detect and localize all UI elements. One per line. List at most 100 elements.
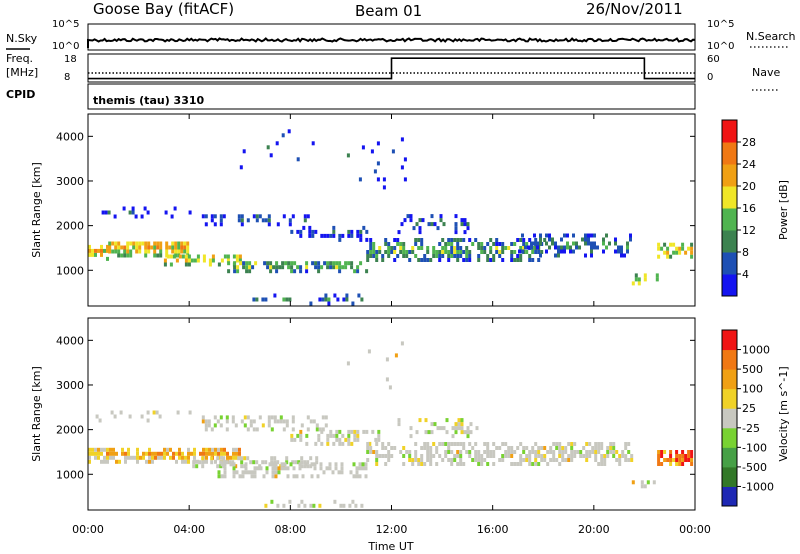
velocity-cell (198, 460, 202, 465)
velocity-cell (657, 462, 661, 466)
velocity-cell (313, 466, 317, 471)
power-cell (366, 258, 370, 262)
power-cell (153, 253, 157, 258)
velocity-colorbar-tick-label: 100 (742, 383, 763, 396)
velocity-colorbar-tick-label: -100 (742, 441, 767, 454)
power-cell (284, 261, 288, 266)
power-cell (531, 250, 535, 254)
velocity-cell (427, 430, 431, 435)
power-cell (378, 246, 382, 250)
velocity-cell (268, 462, 272, 467)
velocity-cell (552, 454, 556, 458)
power-cell (663, 250, 667, 255)
power-cell (219, 218, 223, 223)
power-cell (104, 210, 108, 215)
power-cell (581, 237, 584, 242)
power-cell (614, 241, 617, 246)
velocity-cell (522, 450, 526, 454)
velocity-cell (289, 462, 293, 467)
power-cell (518, 249, 521, 254)
power-cell (399, 246, 403, 250)
power-cell (208, 262, 212, 267)
power-cell (245, 269, 249, 274)
power-cell (346, 153, 350, 158)
power-cell (187, 262, 191, 267)
power-cell (332, 261, 336, 266)
velocity-cell (314, 441, 318, 446)
power-cell (629, 233, 632, 238)
velocity-cell (232, 470, 236, 475)
nsky-right-tick-top: 10^5 (707, 19, 734, 30)
power-cell (690, 254, 694, 259)
velocity-cell (124, 455, 127, 460)
velocity-cell (624, 442, 628, 446)
velocity-cell (594, 458, 598, 462)
velocity-cell (222, 456, 226, 461)
power-cell (329, 261, 333, 266)
power-cell (324, 293, 328, 298)
power-cell (293, 261, 297, 266)
power-cell (275, 261, 279, 266)
power-cell (447, 254, 451, 258)
power-cell (329, 233, 333, 238)
power-cell (324, 297, 328, 302)
power-cell (269, 261, 273, 266)
velocity-cell (325, 466, 329, 471)
power-cell (575, 241, 578, 246)
velocity-cell (474, 442, 478, 446)
power-cell (376, 141, 380, 146)
velocity-cell (255, 427, 259, 432)
velocity-cell (368, 441, 372, 446)
power-cell (144, 245, 148, 250)
power-cell (361, 145, 365, 150)
power-cell (620, 249, 623, 254)
power-cell (675, 250, 679, 255)
velocity-cell (558, 462, 562, 466)
power-cell (302, 225, 306, 230)
power-cell (450, 254, 454, 258)
power-cell (468, 254, 472, 258)
velocity-cell (361, 466, 365, 471)
power-cell (174, 241, 178, 246)
power-cell (418, 226, 422, 231)
velocity-cell (298, 466, 302, 471)
velocity-cell (277, 466, 281, 471)
velocity-cell (537, 446, 541, 450)
power-cell (131, 206, 135, 211)
velocity-cell (332, 433, 336, 438)
velocity-cell (579, 450, 583, 454)
power-ytick-label: 2000 (56, 220, 84, 233)
velocity-cell (321, 427, 325, 432)
power-cell (344, 265, 348, 270)
velocity-cell (347, 429, 351, 434)
velocity-cell (232, 474, 236, 479)
velocity-cell (531, 450, 535, 454)
velocity-cell (273, 419, 277, 424)
power-cell (507, 246, 511, 250)
velocity-cell (594, 446, 598, 450)
power-cell (263, 261, 267, 266)
velocity-cell (335, 433, 339, 438)
velocity-cell (234, 423, 238, 428)
power-cell (528, 254, 532, 258)
velocity-cell (445, 430, 449, 435)
power-cell (235, 254, 239, 259)
power-cell (396, 254, 400, 258)
velocity-cell (463, 430, 467, 435)
power-cell (264, 218, 268, 223)
power-cell (347, 261, 351, 266)
velocity-cell (270, 499, 274, 504)
power-cell (220, 258, 224, 263)
velocity-cell (136, 459, 139, 464)
power-cell (545, 241, 548, 246)
power-cell (266, 265, 270, 270)
velocity-cell (353, 429, 357, 434)
velocity-cell (534, 462, 538, 466)
power-cell (299, 265, 303, 270)
power-cell (166, 254, 170, 259)
power-cell (400, 137, 404, 142)
velocity-cell (329, 429, 333, 434)
velocity-cell (540, 446, 544, 450)
freq-panel: Freq. [MHz] 18 8 60 0 Nave (6, 52, 780, 91)
power-cell (501, 250, 505, 254)
